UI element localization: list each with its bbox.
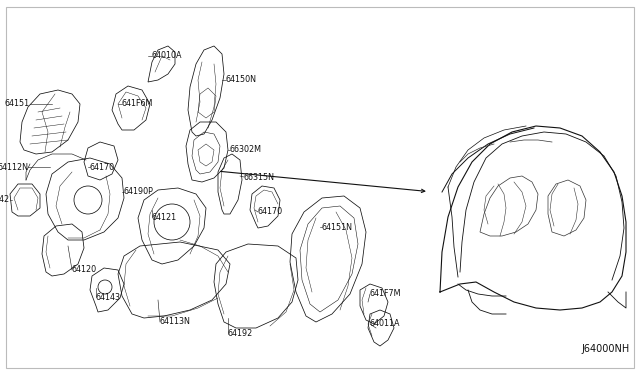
Text: 64113N: 64113N [160, 317, 191, 327]
Text: 64010A: 64010A [152, 51, 182, 61]
Text: 64011A: 64011A [370, 320, 401, 328]
Text: 64121: 64121 [152, 212, 177, 221]
Text: 641F6M: 641F6M [122, 99, 154, 109]
Text: 66315N: 66315N [244, 173, 275, 182]
Text: 64112N: 64112N [0, 163, 28, 171]
Text: 64170: 64170 [258, 208, 283, 217]
Text: 64170: 64170 [90, 163, 115, 171]
Text: 64150N: 64150N [226, 76, 257, 84]
Text: 64190P: 64190P [124, 187, 154, 196]
Text: 64192: 64192 [228, 330, 253, 339]
Text: 641F7M: 641F7M [370, 289, 401, 298]
Text: 64143: 64143 [96, 292, 121, 301]
Text: 64142: 64142 [0, 196, 10, 205]
Text: 64151N: 64151N [322, 222, 353, 231]
Text: J64000NH: J64000NH [582, 344, 630, 354]
Text: 64120: 64120 [72, 266, 97, 275]
Text: 66302M: 66302M [230, 145, 262, 154]
Text: 64151: 64151 [5, 99, 30, 109]
